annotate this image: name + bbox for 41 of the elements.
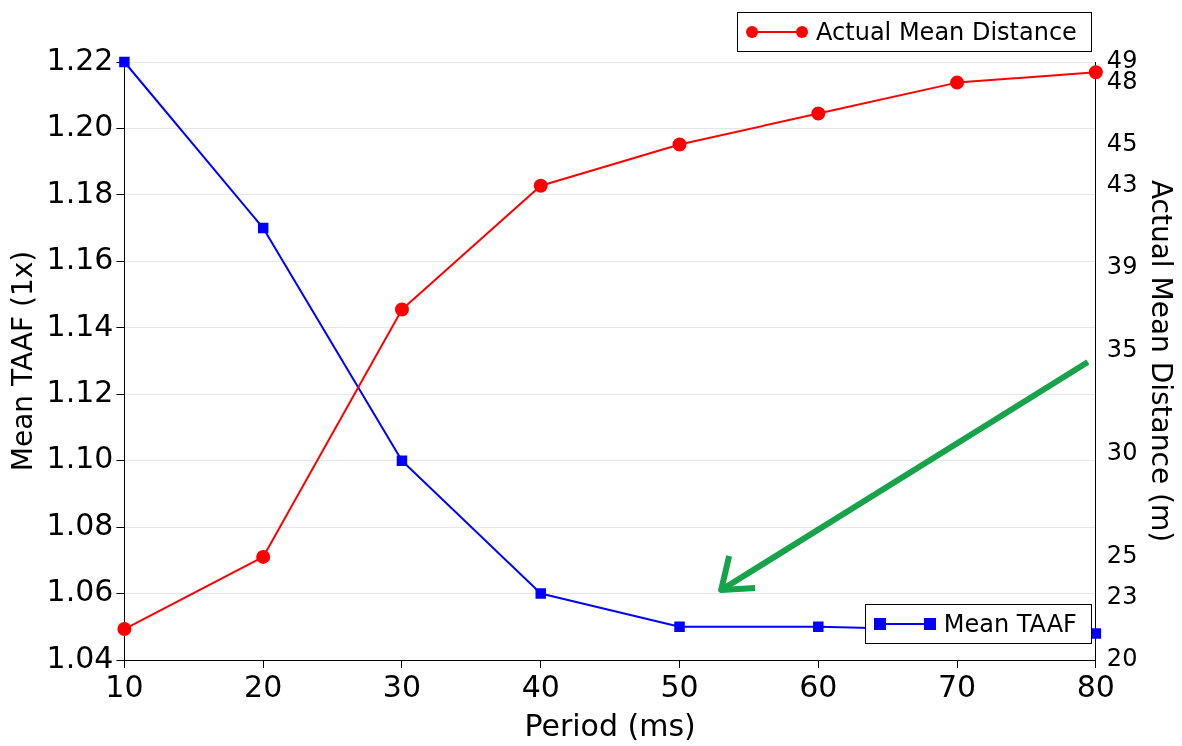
- y-tick-label: 1.14: [46, 307, 114, 343]
- point: [1088, 65, 1103, 80]
- y-tick-label: 1.18: [46, 174, 114, 210]
- point: [950, 75, 965, 90]
- y2-tick-label: 43: [1106, 169, 1138, 198]
- legend-label: Actual Mean Distance: [816, 18, 1077, 46]
- point: [535, 588, 546, 599]
- point: [117, 622, 132, 637]
- point: [674, 621, 685, 633]
- y-tick-label: 1.06: [46, 573, 114, 609]
- y2-tick-label: 25: [1106, 541, 1138, 570]
- point: [672, 137, 687, 152]
- y-axis-title: Mean TAAF (1x): [6, 250, 40, 472]
- x-axis-title: Period (ms): [524, 707, 696, 743]
- y-tick-label: 1.10: [46, 440, 114, 476]
- point: [256, 549, 271, 564]
- x-tick-label: 60: [799, 668, 838, 704]
- point: [394, 302, 409, 317]
- point: [533, 178, 548, 193]
- point: [396, 455, 408, 466]
- y-tick-label: 1.20: [46, 108, 114, 144]
- point: [811, 106, 826, 121]
- y2-tick-label: 45: [1106, 128, 1138, 157]
- y2-axis-title: Actual Mean Distance (m): [1144, 179, 1178, 543]
- x-tick-label: 50: [660, 668, 699, 704]
- point: [257, 222, 269, 234]
- x-tick-label: 20: [244, 668, 283, 704]
- y2-tick-label: 23: [1106, 582, 1138, 611]
- y2-tick-label: 39: [1106, 252, 1138, 281]
- point: [119, 56, 130, 68]
- x-tick-label: 30: [382, 668, 422, 704]
- point: [813, 621, 824, 633]
- y2-tick-label: 35: [1106, 334, 1138, 363]
- y-tick-label: 1.22: [46, 41, 114, 77]
- y2-tick-label: 30: [1106, 438, 1138, 467]
- y-tick-label: 1.16: [46, 241, 114, 277]
- y-tick-label: 1.08: [46, 506, 114, 542]
- y-tick-label: 1.12: [46, 374, 114, 410]
- x-tick-label: 40: [521, 668, 560, 704]
- legend-label: Mean TAAF: [943, 610, 1077, 638]
- x-tick-label: 70: [937, 668, 977, 704]
